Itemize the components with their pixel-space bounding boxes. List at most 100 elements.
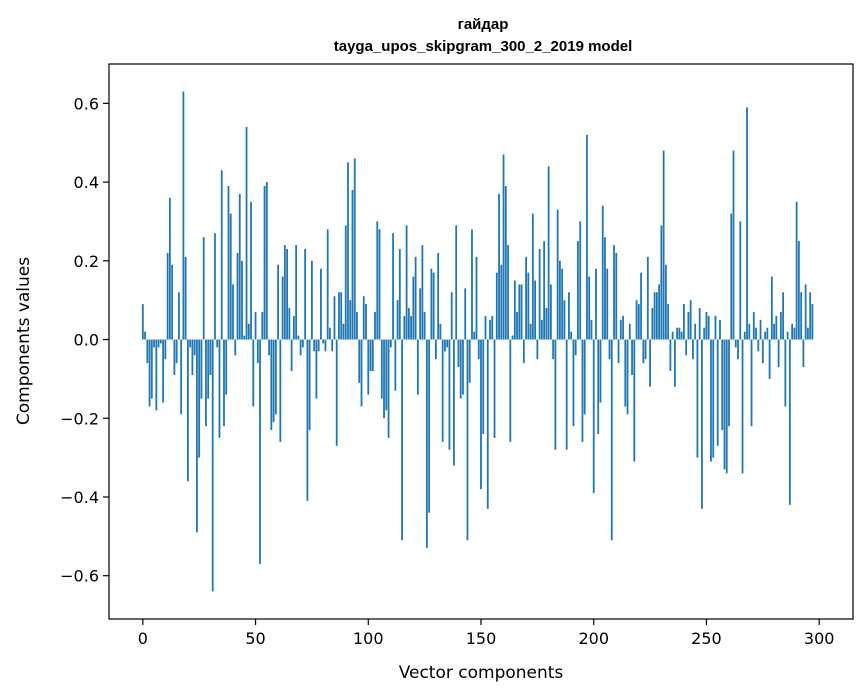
bar (455, 225, 458, 340)
bar (407, 308, 410, 340)
bar (644, 339, 647, 360)
bar (349, 300, 352, 340)
bar (624, 339, 627, 407)
bar (764, 331, 766, 340)
bar (590, 319, 593, 340)
bar (274, 339, 277, 415)
bar (299, 339, 302, 356)
bar (150, 339, 153, 399)
bar (387, 339, 390, 438)
bar (748, 323, 751, 340)
bar (547, 166, 550, 340)
bar (193, 339, 196, 356)
bar (315, 339, 318, 399)
bar (531, 213, 534, 340)
bar (608, 339, 611, 360)
bar (416, 339, 419, 395)
bar (768, 339, 771, 379)
bar (811, 304, 814, 340)
bar (365, 304, 367, 340)
bar (286, 249, 289, 340)
bar (245, 126, 248, 340)
plot-frame (108, 63, 854, 620)
bar (374, 311, 376, 340)
bar (737, 339, 739, 360)
bar (279, 339, 282, 442)
bar (378, 229, 381, 340)
bar (568, 292, 570, 340)
bar (241, 260, 243, 340)
y-tick-label: 0.6 (74, 94, 99, 113)
bar (795, 201, 798, 340)
bar (655, 292, 658, 340)
bar (385, 339, 388, 411)
bar (493, 339, 496, 438)
bar (243, 335, 246, 340)
bar (308, 339, 311, 431)
bar (146, 339, 149, 364)
bar (617, 339, 620, 364)
bar (552, 339, 555, 360)
bar (220, 170, 223, 340)
bar (462, 339, 464, 395)
bar (556, 209, 559, 340)
bar (759, 319, 762, 340)
bar (705, 311, 708, 340)
bar (538, 249, 541, 340)
bar (484, 315, 487, 340)
bar (209, 339, 212, 375)
bar (489, 319, 491, 340)
bar (324, 339, 327, 352)
bar (410, 315, 413, 340)
bar (268, 339, 270, 356)
bar (734, 339, 737, 348)
bar (658, 284, 661, 340)
bar (473, 331, 476, 340)
bar (288, 308, 291, 340)
bar (701, 339, 703, 509)
bar (721, 339, 724, 431)
bar (468, 339, 471, 383)
bar (175, 339, 178, 364)
bar (466, 339, 469, 541)
bar (696, 339, 699, 458)
bar (500, 264, 503, 340)
y-tick-label: −0.2 (60, 409, 99, 428)
x-tick-label: 150 (466, 629, 497, 648)
bar (613, 245, 615, 340)
bar (189, 339, 192, 348)
bar (513, 280, 516, 340)
x-axis-ticks: 0 50 100 150 200 250 300 (138, 619, 834, 648)
bar (761, 339, 764, 364)
bar (358, 339, 361, 383)
bar (252, 339, 255, 407)
bar (247, 323, 250, 340)
bar (579, 221, 582, 340)
bar (802, 339, 805, 368)
bar (187, 339, 189, 482)
bar (290, 339, 293, 372)
bar (525, 256, 527, 340)
bar (667, 304, 670, 340)
bar (177, 292, 180, 340)
bar (649, 339, 651, 387)
bar (236, 252, 239, 340)
bar (619, 319, 622, 340)
bar (511, 335, 514, 340)
bar (362, 296, 365, 340)
bar (502, 154, 505, 340)
bar (534, 280, 537, 340)
bar (482, 339, 485, 434)
bar (450, 292, 453, 340)
bar (396, 300, 399, 340)
bar (272, 339, 275, 423)
bar (572, 339, 575, 427)
bar (507, 245, 509, 340)
bar (295, 245, 298, 340)
bar (326, 229, 329, 340)
chart-title: гайдар (458, 16, 509, 33)
bar (311, 260, 313, 340)
bar (263, 186, 266, 340)
bar (554, 339, 557, 450)
bar (153, 339, 155, 348)
